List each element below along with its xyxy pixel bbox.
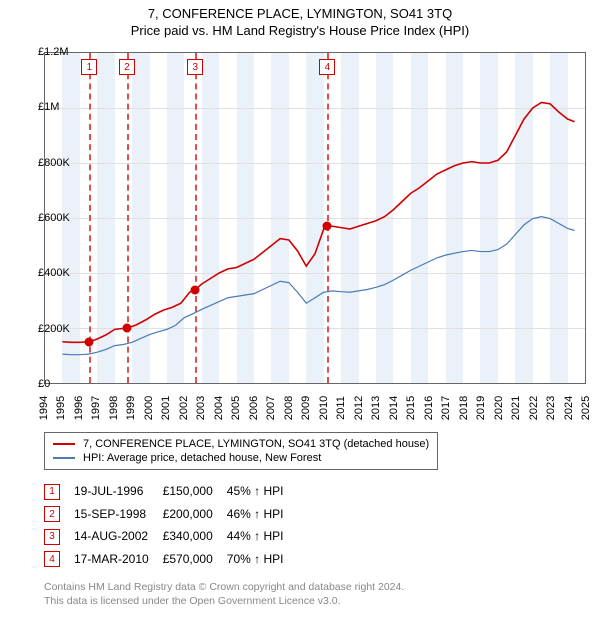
sale-point: [191, 285, 200, 294]
x-axis-label: 2007: [265, 396, 277, 420]
page-subtitle: Price paid vs. HM Land Registry's House …: [0, 23, 600, 38]
sale-marker-table: 2: [44, 506, 60, 522]
attribution-footer: Contains HM Land Registry data © Crown c…: [44, 580, 586, 608]
sale-point: [122, 324, 131, 333]
x-axis-label: 1998: [108, 396, 120, 420]
x-axis-label: 2016: [423, 396, 435, 420]
y-axis-label: £600K: [38, 212, 70, 224]
sale-date: 17-MAR-2010: [74, 548, 163, 571]
sale-delta: 46% ↑ HPI: [227, 503, 298, 526]
sale-date: 19-JUL-1996: [74, 480, 163, 503]
legend-swatch: [53, 443, 75, 445]
x-axis-label: 2011: [335, 396, 347, 420]
sale-row: 2 15-SEP-1998£200,00046% ↑ HPI: [44, 503, 297, 526]
sale-delta: 45% ↑ HPI: [227, 480, 298, 503]
series-line-hpi: [62, 217, 574, 355]
sales-table: 1 19-JUL-1996£150,00045% ↑ HPI 2 15-SEP-199…: [44, 480, 297, 570]
legend-label: HPI: Average price, detached house, New …: [83, 452, 321, 464]
plot-area: 1234: [44, 52, 586, 384]
sale-date: 14-AUG-2002: [74, 525, 163, 548]
sale-delta: 70% ↑ HPI: [227, 548, 298, 571]
x-axis-label: 2004: [213, 396, 225, 420]
sale-delta: 44% ↑ HPI: [227, 525, 298, 548]
y-axis-label: £800K: [38, 157, 70, 169]
x-axis-label: 2002: [178, 396, 190, 420]
y-axis-label: £1M: [38, 101, 59, 113]
series-svg: [45, 53, 585, 383]
sale-price: £340,000: [163, 525, 227, 548]
x-axis-label: 2009: [300, 396, 312, 420]
x-axis-label: 1996: [73, 396, 85, 420]
x-axis-label: 2021: [510, 396, 522, 420]
x-axis-label: 2012: [353, 396, 365, 420]
series-line-property: [62, 103, 574, 343]
x-axis-label: 1994: [38, 396, 50, 420]
legend: 7, CONFERENCE PLACE, LYMINGTON, SO41 3TQ…: [44, 432, 438, 470]
sale-price: £150,000: [163, 480, 227, 503]
sale-marker-table: 1: [44, 484, 60, 500]
x-axis-label: 2003: [195, 396, 207, 420]
legend-label: 7, CONFERENCE PLACE, LYMINGTON, SO41 3TQ…: [83, 438, 429, 450]
x-axis-label: 2014: [388, 396, 400, 420]
legend-swatch: [53, 457, 75, 459]
sale-marker-table: 3: [44, 529, 60, 545]
footer-line: This data is licensed under the Open Gov…: [44, 594, 586, 608]
x-axis-label: 1999: [125, 396, 137, 420]
sale-marker-table: 4: [44, 551, 60, 567]
chart-container: 1234 £0£200K£400K£600K£800K£1M£1.2M19941…: [44, 46, 586, 426]
x-axis-label: 2025: [580, 396, 592, 420]
legend-row: HPI: Average price, detached house, New …: [53, 451, 429, 465]
x-axis-label: 2010: [318, 396, 330, 420]
x-axis-label: 2022: [528, 396, 540, 420]
y-axis-label: £1.2M: [38, 46, 69, 58]
x-axis-label: 1997: [90, 396, 102, 420]
sale-price: £570,000: [163, 548, 227, 571]
sale-row: 4 17-MAR-2010£570,00070% ↑ HPI: [44, 548, 297, 571]
page-title: 7, CONFERENCE PLACE, LYMINGTON, SO41 3TQ: [0, 6, 600, 21]
y-axis-label: £200K: [38, 323, 70, 335]
x-axis-label: 2006: [248, 396, 260, 420]
x-axis-label: 1995: [55, 396, 67, 420]
x-axis-label: 2019: [475, 396, 487, 420]
x-axis-label: 2015: [405, 396, 417, 420]
x-axis-label: 2008: [283, 396, 295, 420]
x-axis-label: 2018: [458, 396, 470, 420]
legend-row: 7, CONFERENCE PLACE, LYMINGTON, SO41 3TQ…: [53, 437, 429, 451]
x-axis-label: 2023: [545, 396, 557, 420]
x-axis-label: 2000: [143, 396, 155, 420]
x-axis-label: 2001: [160, 396, 172, 420]
sale-point: [85, 337, 94, 346]
x-axis-label: 2017: [440, 396, 452, 420]
sale-date: 15-SEP-1998: [74, 503, 163, 526]
sale-point: [323, 222, 332, 231]
sale-row: 3 14-AUG-2002£340,00044% ↑ HPI: [44, 525, 297, 548]
x-axis-label: 2013: [370, 396, 382, 420]
x-axis-label: 2024: [563, 396, 575, 420]
y-axis-label: £400K: [38, 267, 70, 279]
footer-line: Contains HM Land Registry data © Crown c…: [44, 580, 586, 594]
x-axis-label: 2020: [493, 396, 505, 420]
y-axis-label: £0: [38, 378, 50, 390]
sale-row: 1 19-JUL-1996£150,00045% ↑ HPI: [44, 480, 297, 503]
sale-price: £200,000: [163, 503, 227, 526]
x-axis-label: 2005: [230, 396, 242, 420]
